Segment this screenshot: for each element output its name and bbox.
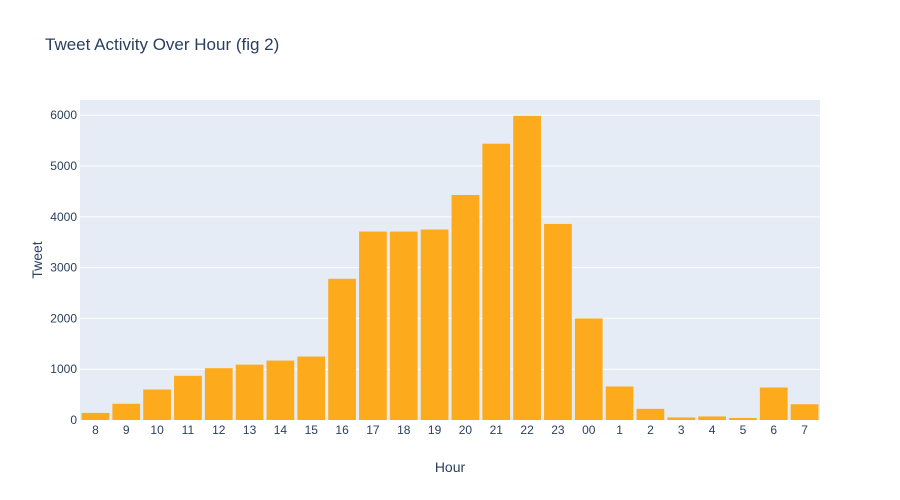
bar-hour-3[interactable] bbox=[667, 417, 696, 420]
x-tick-label: 18 bbox=[397, 423, 411, 437]
y-tick-label: 6000 bbox=[50, 108, 77, 122]
y-tick-label: 4000 bbox=[50, 210, 77, 224]
bar-hour-9[interactable] bbox=[112, 403, 141, 420]
x-tick-label: 19 bbox=[428, 423, 442, 437]
bar-hour-00[interactable] bbox=[574, 318, 603, 420]
bar-hour-6[interactable] bbox=[759, 387, 788, 420]
y-axis-title: Tweet bbox=[29, 241, 45, 278]
y-axis-ticks: 0 1000 2000 3000 4000 5000 6000 bbox=[50, 108, 77, 427]
x-tick-label: 15 bbox=[305, 423, 319, 437]
plot-area bbox=[80, 100, 820, 420]
x-tick-label: 14 bbox=[274, 423, 288, 437]
y-tick-label: 2000 bbox=[50, 311, 77, 325]
x-axis-title: Hour bbox=[435, 459, 466, 475]
bar-hour-12[interactable] bbox=[204, 368, 233, 420]
y-tick-label: 0 bbox=[70, 413, 77, 427]
x-axis-ticks: 8 9 10 11 12 13 14 15 16 17 18 19 20 21 22 23 00 1 2 3 4 5 6 7 bbox=[92, 423, 808, 437]
bar-hour-8[interactable] bbox=[81, 412, 110, 420]
bar-hour-11[interactable] bbox=[174, 375, 202, 420]
bar-hour-10[interactable] bbox=[143, 389, 171, 420]
bar-hour-16[interactable] bbox=[328, 278, 356, 420]
bar-hour-21[interactable] bbox=[482, 143, 511, 420]
x-tick-label: 7 bbox=[801, 423, 808, 437]
x-tick-label: 16 bbox=[335, 423, 349, 437]
x-tick-label: 23 bbox=[551, 423, 565, 437]
bar-hour-23[interactable] bbox=[544, 223, 572, 420]
y-tick-label: 3000 bbox=[50, 261, 77, 275]
bar-hour-17[interactable] bbox=[359, 231, 387, 420]
bar-hour-2[interactable] bbox=[636, 408, 665, 420]
x-tick-label: 21 bbox=[490, 423, 504, 437]
x-tick-label: 22 bbox=[520, 423, 534, 437]
x-tick-label: 6 bbox=[770, 423, 777, 437]
bars bbox=[81, 115, 819, 420]
x-tick-label: 11 bbox=[182, 423, 195, 437]
bar-hour-22[interactable] bbox=[513, 115, 541, 420]
bar-hour-1[interactable] bbox=[605, 386, 634, 420]
gridlines bbox=[80, 114, 820, 370]
x-tick-label: 1 bbox=[616, 423, 623, 437]
bar-hour-20[interactable] bbox=[451, 194, 480, 420]
x-tick-label: 4 bbox=[709, 423, 716, 437]
x-tick-label: 5 bbox=[740, 423, 747, 437]
x-tick-label: 8 bbox=[92, 423, 99, 437]
x-tick-label: 00 bbox=[582, 423, 596, 437]
x-tick-label: 13 bbox=[243, 423, 257, 437]
y-tick-label: 1000 bbox=[50, 362, 77, 376]
x-tick-label: 17 bbox=[366, 423, 380, 437]
x-tick-label: 20 bbox=[459, 423, 473, 437]
chart-title: Tweet Activity Over Hour (fig 2) bbox=[45, 35, 279, 54]
bar-hour-7[interactable] bbox=[790, 404, 819, 420]
bar-hour-18[interactable] bbox=[389, 231, 418, 420]
bar-hour-15[interactable] bbox=[297, 356, 326, 420]
x-tick-label: 10 bbox=[150, 423, 164, 437]
x-tick-label: 9 bbox=[123, 423, 130, 437]
bar-hour-19[interactable] bbox=[420, 229, 449, 420]
bar-hour-13[interactable] bbox=[235, 364, 264, 420]
bar-hour-5[interactable] bbox=[729, 417, 757, 420]
bar-hour-14[interactable] bbox=[266, 360, 295, 420]
x-tick-label: 12 bbox=[212, 423, 226, 437]
x-tick-label: 2 bbox=[647, 423, 654, 437]
bar-hour-4[interactable] bbox=[698, 416, 726, 420]
y-tick-label: 5000 bbox=[50, 159, 77, 173]
x-tick-label: 3 bbox=[678, 423, 685, 437]
